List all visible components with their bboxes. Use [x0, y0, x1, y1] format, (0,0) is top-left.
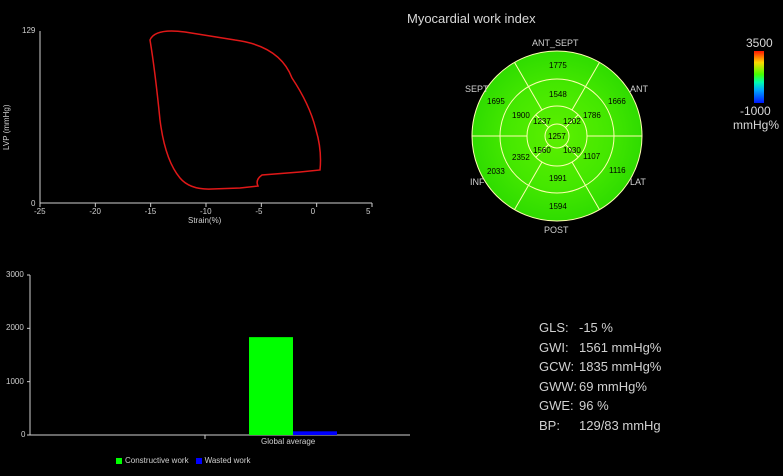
- metric-label: GCW:: [539, 359, 575, 374]
- bar-legend: Constructive work Wasted work: [116, 456, 251, 465]
- metric-row-bp: BP: 129/83 mmHg: [539, 416, 661, 436]
- legend-label-wasted: Wasted work: [204, 456, 251, 465]
- bar-y-tick-label: 3000: [6, 270, 24, 279]
- bar-y-tick-label: 2000: [6, 323, 24, 333]
- colorbar-min-label: -1000: [740, 104, 771, 118]
- bar-constructive-work: [249, 337, 293, 435]
- wall-label-post: POST: [544, 225, 569, 235]
- pressure-strain-loop-plot: [39, 30, 373, 207]
- segment-mid-anterolateral: 1786: [583, 111, 601, 120]
- metric-row-gww: GWW: 69 mmHg%: [539, 377, 661, 397]
- metric-value: 69 mmHg%: [579, 378, 647, 394]
- metric-value: 1835 mmHg%: [579, 359, 662, 374]
- segment-basal-anteroseptal: 1695: [487, 97, 505, 106]
- metric-value: 1561 mmHg%: [579, 339, 662, 355]
- loop-y-axis-label: LVP (mmHg): [2, 104, 11, 151]
- loop-x-tick-label: -10: [200, 207, 212, 216]
- segment-mid-inferior: 1991: [549, 174, 567, 183]
- colorbar-max-label: 3500: [746, 36, 773, 50]
- bullseye-spoke: [514, 62, 543, 111]
- segment-apical-inferior: 1560: [533, 146, 551, 155]
- bullseye-ring-apex: [544, 123, 570, 149]
- work-bar-chart: [27, 274, 410, 439]
- bullseye-title: Myocardial work index: [407, 11, 536, 26]
- bullseye-apical-spoke: [535, 144, 549, 158]
- segment-apical-septal: 1237: [533, 117, 551, 126]
- segment-basal-anterolateral: 1666: [608, 97, 626, 106]
- bullseye-apical-spoke: [565, 144, 579, 158]
- loop-x-tick-label: -20: [89, 207, 101, 216]
- segment-mid-inferoseptal: 2352: [512, 153, 530, 162]
- segment-mid-anterior: 1548: [549, 90, 567, 99]
- metric-label: GLS:: [539, 320, 569, 335]
- bullseye-spoke: [571, 62, 600, 111]
- colorbar: [754, 51, 764, 103]
- global-metrics-panel: GLS: -15 % GWI: 1561 mmHg% GCW: 1835 mmHg% …: [539, 318, 661, 435]
- bar-y-tick-label: 0: [21, 430, 26, 439]
- metric-row-gwi: GWI: 1561 mmHg%: [539, 338, 661, 358]
- bullseye-spoke: [514, 161, 543, 210]
- segment-mid-anteroseptal: 1900: [512, 111, 530, 120]
- segment-apical-lateral: 1030: [563, 146, 581, 155]
- bullseye-spoke: [571, 161, 600, 210]
- wall-label-sept: SEPT: [465, 84, 489, 94]
- metric-value: 129/83 mmHg: [579, 417, 661, 433]
- loop-x-tick-label: 5: [366, 207, 371, 216]
- pressure-strain-loop-curve: [149, 30, 322, 190]
- metric-label: GWI:: [539, 339, 569, 355]
- loop-x-axis-label: Strain(%): [188, 216, 222, 225]
- segment-mid-inferolateral: 1107: [583, 152, 601, 161]
- loop-x-tick-label: -5: [255, 207, 263, 216]
- metric-row-gls: GLS: -15 %: [539, 318, 661, 338]
- loop-x-tick-label: 0: [310, 207, 316, 216]
- loop-y-tick-min: 0: [31, 199, 36, 208]
- bullseye-plot: [471, 50, 643, 222]
- segment-basal-inferior: 1594: [549, 202, 567, 211]
- segment-apical-anterior: 1202: [563, 117, 581, 126]
- segment-basal-anterior: 1775: [549, 61, 567, 70]
- bullseye-disk: [472, 51, 642, 221]
- colorbar-unit-label: mmHg%: [733, 118, 780, 132]
- segment-basal-inferoseptal: 2033: [487, 167, 505, 176]
- metric-value: -15 %: [579, 320, 613, 335]
- wall-label-lat: LAT: [630, 177, 646, 187]
- bullseye-apical-spoke: [565, 114, 579, 128]
- legend-swatch-constructive: [116, 457, 122, 464]
- legend-swatch-wasted: [195, 457, 202, 464]
- wall-label-ant-sept: ANT_SEPT: [532, 38, 579, 48]
- loop-x-tick-label: -25: [34, 207, 46, 216]
- bar-y-tick-label: 1000: [6, 376, 24, 386]
- wall-label-inf: INF: [470, 177, 485, 187]
- bar-category-label: Global average: [261, 437, 316, 446]
- segment-apex: 1257: [548, 132, 566, 141]
- legend-label-constructive: Constructive work: [125, 456, 189, 465]
- segment-basal-inferolateral: 1116: [609, 166, 626, 175]
- metric-value: 96 %: [579, 398, 609, 413]
- metric-label: BP:: [539, 417, 560, 433]
- bullseye-apical-spoke: [535, 114, 549, 128]
- loop-y-tick-max: 129: [22, 26, 36, 35]
- wall-label-ant: ANT: [630, 84, 648, 94]
- metric-label: GWW:: [539, 378, 578, 394]
- metric-label: GWE:: [539, 398, 574, 413]
- metric-row-gwe: GWE: 96 %: [539, 396, 661, 416]
- metric-row-gcw: GCW: 1835 mmHg%: [539, 357, 661, 377]
- bar-wasted-work: [293, 431, 337, 435]
- loop-x-tick-label: -15: [144, 207, 157, 216]
